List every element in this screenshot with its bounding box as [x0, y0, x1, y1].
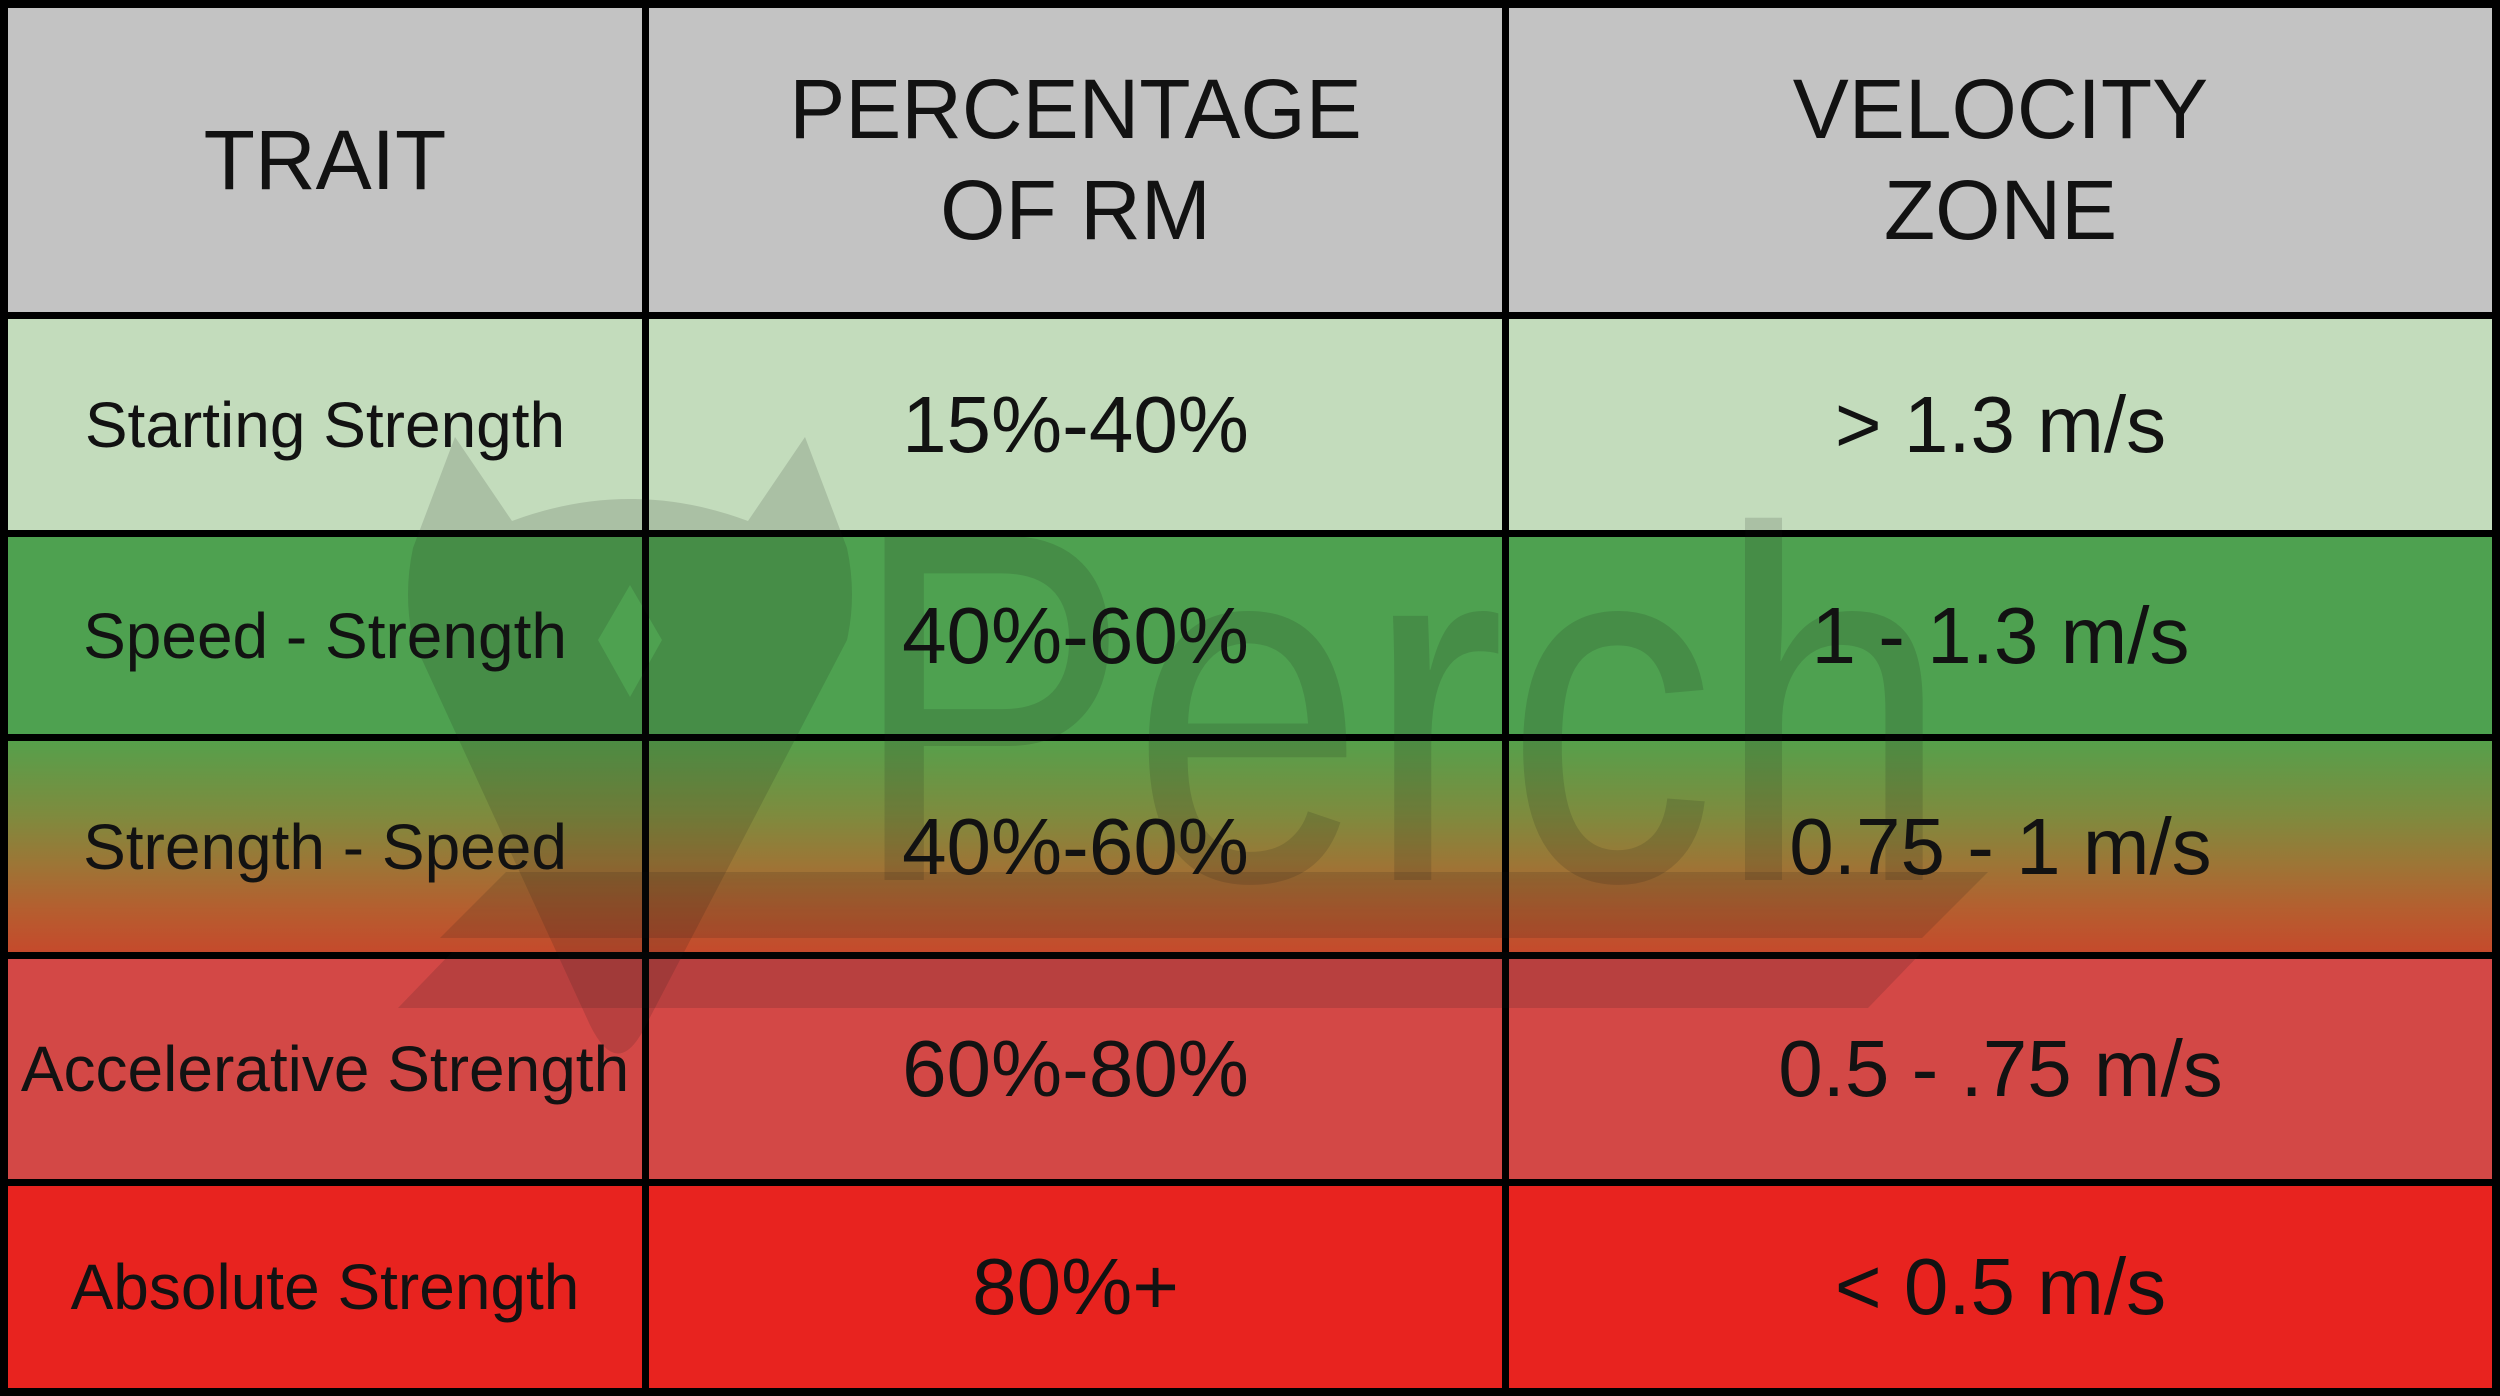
header-cell-percentage-of-rm: PERCENTAGE OF RM — [649, 8, 1502, 312]
percentage-cell-row-5: 80%+ — [649, 1186, 1502, 1388]
velocity-cell-row-3: 0.75 - 1 m/s — [1509, 741, 2492, 952]
trait-cell-accelerative-strength: Accelerative Strength — [8, 959, 642, 1179]
header-cell-velocity-zone: VELOCITY ZONE — [1509, 8, 2492, 312]
percentage-cell-row-2: 40%-60% — [649, 537, 1502, 734]
trait-cell-absolute-strength: Absolute Strength — [8, 1186, 642, 1388]
trait-cell-starting-strength: Starting Strength — [8, 319, 642, 530]
velocity-cell-row-4: 0.5 - .75 m/s — [1509, 959, 2492, 1179]
percentage-cell-row-1: 15%-40% — [649, 319, 1502, 530]
velocity-cell-row-2: 1 - 1.3 m/s — [1509, 537, 2492, 734]
percentage-cell-row-3: 40%-60% — [649, 741, 1502, 952]
velocity-cell-row-5: < 0.5 m/s — [1509, 1186, 2492, 1388]
trait-cell-speed-strength: Speed - Strength — [8, 537, 642, 734]
trait-cell-strength-speed: Strength - Speed — [8, 741, 642, 952]
velocity-cell-row-1: > 1.3 m/s — [1509, 319, 2492, 530]
percentage-cell-row-4: 60%-80% — [649, 959, 1502, 1179]
header-cell-trait: TRAIT — [8, 8, 642, 312]
